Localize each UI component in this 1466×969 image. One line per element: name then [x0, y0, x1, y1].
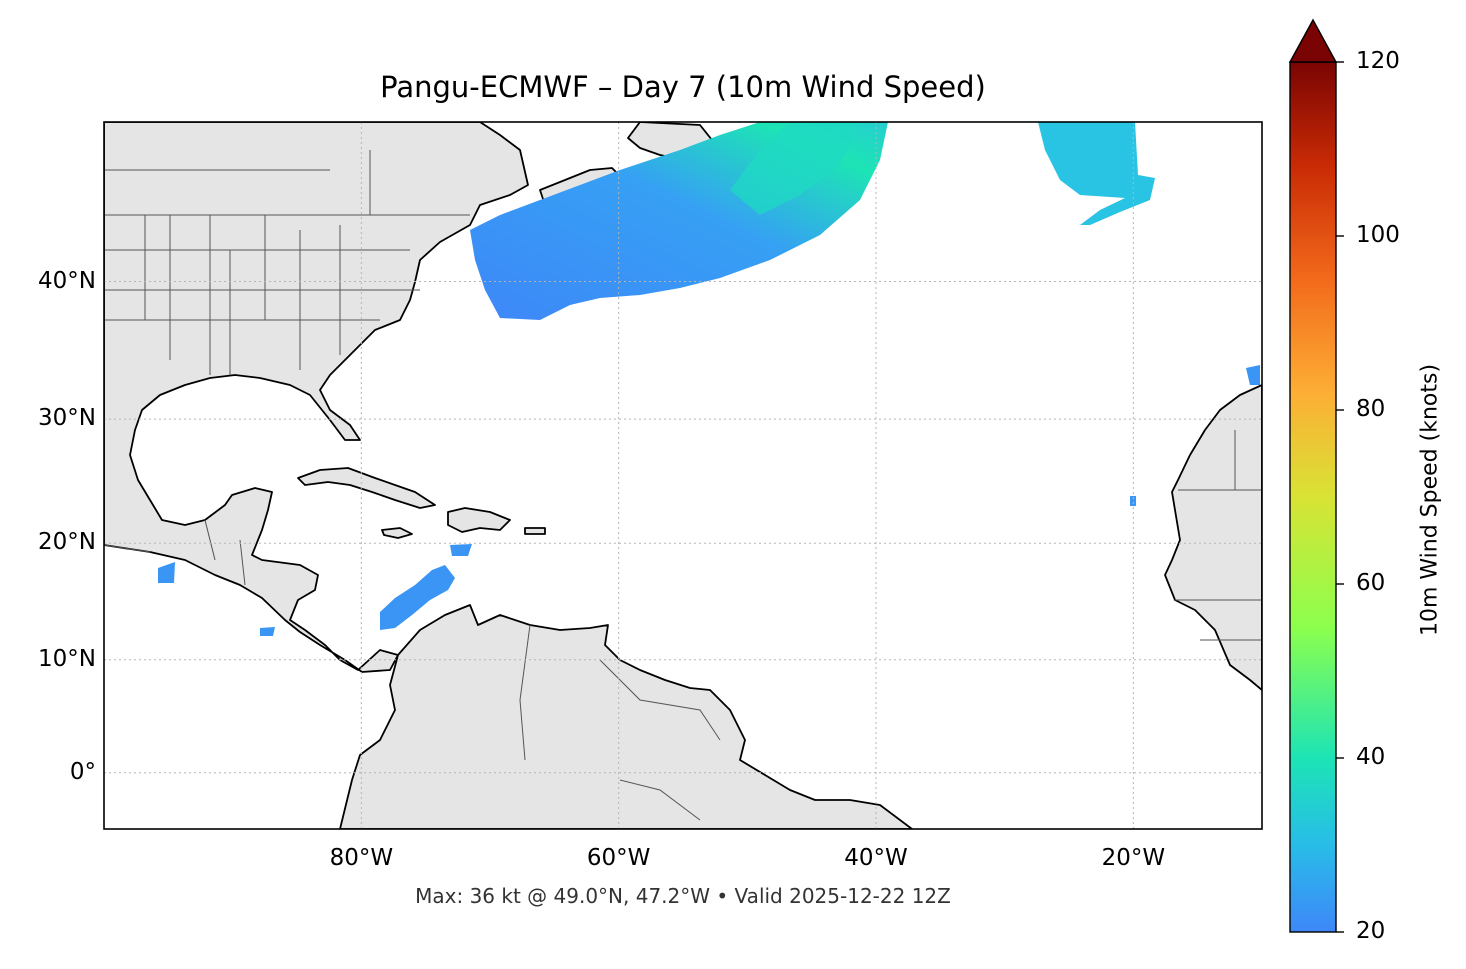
- lon-tick-label: 40°W: [844, 845, 908, 871]
- map-footer: Max: 36 kt @ 49.0°N, 47.2°W • Valid 2025…: [415, 884, 951, 908]
- wind-patch-pacific: [158, 562, 175, 583]
- lat-tick-label: 0°: [69, 758, 96, 785]
- colorbar-gradient: [1289, 61, 1337, 933]
- lon-tick-label: 80°W: [329, 845, 394, 871]
- colorbar-tick-label: 60: [1356, 570, 1386, 596]
- map-frame: [103, 121, 1263, 830]
- wind-patch-canaries: [1246, 365, 1260, 385]
- lat-tick-label: 30°N: [38, 405, 96, 432]
- colorbar-tick-label: 80: [1356, 396, 1386, 422]
- lon-tick-label: 20°W: [1101, 845, 1166, 871]
- colorbar: [1288, 18, 1344, 933]
- gridlines: [104, 122, 1262, 829]
- wind-speed-field: [158, 122, 1260, 636]
- wind-patch-hispaniola: [450, 544, 472, 556]
- lat-tick-label: 10°N: [38, 645, 96, 672]
- colorbar-tick-label: 120: [1356, 48, 1400, 74]
- colorbar-extend-max: [1288, 18, 1338, 63]
- lat-tick-label: 40°N: [38, 267, 96, 294]
- africa: [1164, 384, 1262, 691]
- wind-core-jet: [730, 122, 860, 215]
- colorbar-tick-label: 20: [1356, 918, 1386, 944]
- lat-tick-label: 20°N: [38, 529, 96, 556]
- colorbar-tick-label: 40: [1356, 744, 1386, 770]
- wind-patch-small: [1130, 496, 1136, 506]
- wind-patch-east-atlantic: [1038, 122, 1155, 225]
- wind-patch-pacific-2: [260, 627, 275, 636]
- lon-tick-label: 60°W: [586, 845, 651, 871]
- cuba: [297, 467, 436, 509]
- colorbar-label: 10m Wind Speed (knots): [1417, 363, 1443, 637]
- puerto-rico: [524, 527, 546, 535]
- colorbar-ticks: [1336, 61, 1344, 933]
- south-america: [339, 604, 913, 829]
- hispaniola: [447, 507, 511, 533]
- colorbar-tick-label: 100: [1356, 222, 1400, 248]
- political-borders: [104, 150, 1262, 821]
- map-title: Pangu-ECMWF – Day 7 (10m Wind Speed): [380, 70, 986, 104]
- jamaica: [381, 527, 413, 539]
- wind-patch-caribbean: [380, 565, 455, 630]
